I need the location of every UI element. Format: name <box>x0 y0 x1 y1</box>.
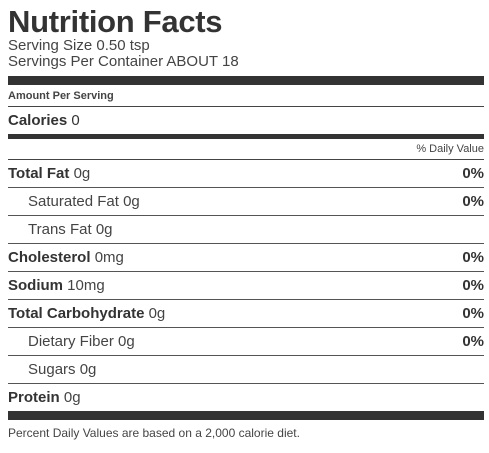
medium-divider <box>8 134 484 139</box>
servings-per-container: Servings Per Container ABOUT 18 <box>8 53 239 70</box>
nutrient-row-total-carbohydrate: Total Carbohydrate 0g 0% <box>8 300 484 328</box>
nutrient-row-sodium: Sodium 10mg 0% <box>8 272 484 300</box>
nutrient-amount: 0mg <box>94 249 124 266</box>
nutrient-daily-value: 0% <box>462 277 484 294</box>
nutrient-row-cholesterol: Cholesterol 0mg 0% <box>8 244 484 272</box>
nutrient-name: Dietary Fiber <box>28 333 114 350</box>
nutrient-name: Total Carbohydrate <box>8 305 145 322</box>
nutrient-amount: 0g <box>118 333 135 350</box>
nutrient-label: Trans Fat 0g <box>8 221 113 238</box>
nutrient-label: Cholesterol 0mg <box>8 249 124 266</box>
nutrient-label: Protein 0g <box>8 389 81 406</box>
amount-per-serving: Amount Per Serving <box>8 85 484 107</box>
nutrient-label: Dietary Fiber 0g <box>8 333 135 350</box>
nutrient-name: Trans Fat <box>28 221 92 238</box>
nutrition-facts-panel: Nutrition Facts Serving Size 0.50 tsp Se… <box>8 6 484 440</box>
nutrient-amount: 0g <box>123 193 140 210</box>
nutrient-daily-value: 0% <box>462 165 484 182</box>
nutrient-label: Total Carbohydrate 0g <box>8 305 165 322</box>
nutrient-row-dietary-fiber: Dietary Fiber 0g 0% <box>8 328 484 356</box>
nutrient-row-saturated-fat: Saturated Fat 0g 0% <box>8 188 484 216</box>
nutrient-label: Total Fat 0g <box>8 165 90 182</box>
nutrient-label: Saturated Fat 0g <box>8 193 140 210</box>
nutrient-amount: 0g <box>79 361 97 378</box>
nutrient-daily-value: 0% <box>462 305 484 322</box>
nutrient-amount: 0g <box>148 305 166 322</box>
nutrient-label: Sugars 0g <box>8 361 96 378</box>
nutrient-name: Sodium <box>8 277 63 294</box>
nutrient-label: Sodium 10mg <box>8 277 105 294</box>
nutrient-name: Total Fat <box>8 165 70 182</box>
nutrient-name: Protein <box>8 389 60 406</box>
nutrient-row-total-fat: Total Fat 0g 0% <box>8 160 484 188</box>
nutrient-daily-value: 0% <box>462 193 484 210</box>
nutrient-row-trans-fat: Trans Fat 0g <box>8 216 484 244</box>
calories-value: 0 <box>71 112 80 129</box>
nutrient-amount: 0g <box>73 165 91 182</box>
footnote: Percent Daily Values are based on a 2,00… <box>8 426 300 440</box>
calories-row: Calories 0 <box>8 107 484 134</box>
nutrient-daily-value: 0% <box>462 333 484 350</box>
nutrient-name: Sugars <box>28 361 76 378</box>
nutrient-name: Cholesterol <box>8 249 91 266</box>
nutrition-title: Nutrition Facts <box>8 4 223 39</box>
daily-value-header: % Daily Value <box>8 139 484 160</box>
thick-divider <box>8 76 484 85</box>
nutrient-row-sugars: Sugars 0g <box>8 356 484 384</box>
nutrient-amount: 0g <box>63 389 81 406</box>
nutrient-amount: 0g <box>95 221 113 238</box>
serving-size: Serving Size 0.50 tsp <box>8 37 150 54</box>
nutrient-amount: 10mg <box>67 277 105 294</box>
calories-label: Calories <box>8 112 68 129</box>
nutrient-daily-value: 0% <box>462 249 484 266</box>
bottom-thick-divider <box>8 411 484 420</box>
nutrient-name: Saturated Fat <box>28 193 119 210</box>
nutrient-row-protein: Protein 0g <box>8 384 484 411</box>
